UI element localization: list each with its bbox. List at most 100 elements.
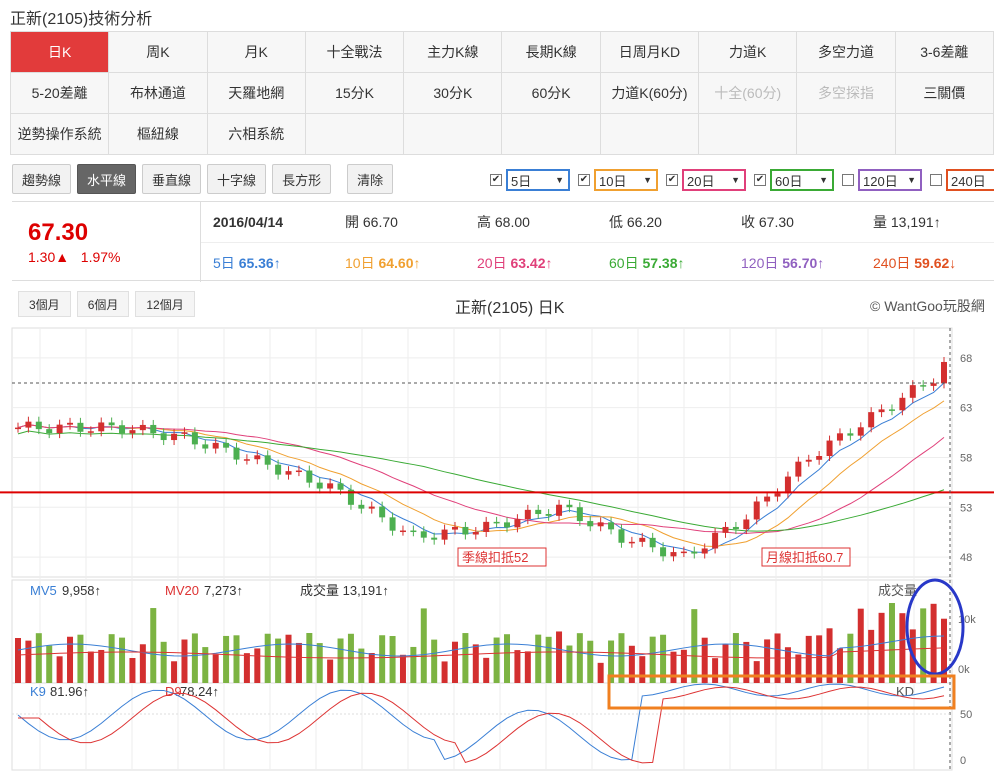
volume-bar [504, 634, 511, 683]
volume-bar [15, 638, 21, 683]
tool-button-0[interactable]: 趨勢線 [12, 164, 72, 194]
tab-1-9[interactable]: 三關價 [895, 73, 994, 114]
volume-bar [275, 638, 282, 683]
ma-period-select[interactable]: 10日 ▼ [594, 169, 658, 191]
tab-1-1[interactable]: 布林通道 [109, 73, 208, 114]
ma-period-label: 60日 [775, 173, 803, 189]
ma-checkbox[interactable]: ✔ [666, 174, 678, 186]
candle [306, 470, 313, 483]
candle [795, 461, 802, 477]
chevron-down-icon: ▼ [643, 175, 652, 185]
tab-2-1[interactable]: 樞紐線 [109, 114, 208, 155]
tab-0-9[interactable]: 3-6差離 [895, 32, 994, 73]
volume-bar [285, 634, 292, 683]
tab-1-2[interactable]: 天羅地網 [207, 73, 306, 114]
tab-0-4[interactable]: 主力K線 [404, 32, 503, 73]
chevron-down-icon: ▼ [555, 175, 564, 185]
tab-1-4[interactable]: 30分K [404, 73, 503, 114]
volume-bar [441, 661, 448, 683]
mv5-value: 9,958↑ [62, 583, 101, 598]
quote-ohlc-row: 2016/04/14 開 66.70 高 68.00 低 66.20 收 67.… [201, 202, 994, 242]
candle [451, 526, 458, 530]
tab-1-7[interactable]: 十全(60分) [699, 73, 798, 114]
candle [941, 361, 947, 384]
ma-period-select[interactable]: 60日 ▼ [770, 169, 834, 191]
tab-0-6[interactable]: 日周月KD [600, 32, 700, 73]
volume-bar [35, 633, 42, 683]
tool-button-3[interactable]: 十字線 [207, 164, 267, 194]
tool-button-2[interactable]: 垂直線 [142, 164, 202, 194]
candle [160, 433, 167, 441]
quote-low: 低 66.20 [609, 214, 662, 230]
volume-bar [181, 639, 188, 683]
ma-checkbox[interactable]: ✔ [754, 174, 766, 186]
tab-0-0[interactable]: 日K [11, 32, 110, 73]
tab-1-3[interactable]: 15分K [305, 73, 405, 114]
tool-button-1[interactable]: 水平線 [77, 164, 137, 194]
candle [379, 506, 386, 518]
candle [628, 541, 635, 544]
chart-title: 正新(2105) 日K [455, 300, 565, 317]
volume-bar [160, 641, 167, 683]
tab-1-0[interactable]: 5-20差離 [11, 73, 110, 114]
range-button[interactable]: 12個月 [135, 291, 195, 317]
tab-0-3[interactable]: 十全戰法 [305, 32, 405, 73]
tab-0-2[interactable]: 月K [207, 32, 306, 73]
tab-0-1[interactable]: 周K [109, 32, 208, 73]
tab-1-8[interactable]: 多空探指 [797, 73, 896, 114]
tab-0-7[interactable]: 力道K [699, 32, 798, 73]
tool-button-5[interactable]: 清除 [347, 164, 394, 194]
volume-bar [67, 636, 74, 683]
price-tick-label: 63 [960, 403, 972, 415]
volume-bar [98, 649, 105, 683]
volume-bar [920, 608, 927, 683]
tab-2-2[interactable]: 六相系統 [207, 114, 306, 155]
volume-bar [233, 635, 240, 683]
candle [722, 526, 729, 533]
range-buttons: 3個月 6個月 12個月 [18, 291, 195, 317]
candle [784, 476, 791, 494]
ma-checkbox[interactable] [842, 174, 854, 186]
annotation-label: 月線扣抵60.7 [766, 550, 843, 565]
volume-bar [254, 648, 261, 683]
ma-checkbox[interactable] [930, 174, 942, 186]
tool-button-4[interactable]: 長方形 [272, 164, 332, 194]
mv20-label: MV20 [165, 583, 199, 598]
tab-2-0[interactable]: 逆勢操作系統 [11, 114, 110, 155]
candle [108, 422, 115, 426]
volume-bar [451, 641, 458, 683]
volume-bar [732, 633, 739, 683]
ma-period-select[interactable]: 20日 ▼ [682, 169, 746, 191]
tab-0-5[interactable]: 長期K線 [502, 32, 601, 73]
volume-bar [514, 650, 521, 683]
candle [701, 548, 708, 554]
volume-bar [139, 644, 146, 683]
range-button[interactable]: 3個月 [18, 291, 71, 317]
copyright: © WantGoo玩股網 [870, 298, 985, 314]
candle [909, 385, 916, 398]
ma-checkbox[interactable]: ✔ [490, 174, 502, 186]
volume-bar [420, 608, 427, 683]
ma-period-select[interactable]: 240日▼ [946, 169, 994, 191]
candle [202, 444, 209, 449]
volume-bar [87, 651, 94, 683]
candle [836, 433, 843, 441]
candle [56, 424, 63, 434]
tab-1-5[interactable]: 60分K [502, 73, 601, 114]
ma-select-item: ✔ 5日 ▼ [490, 169, 570, 191]
ma-checkbox[interactable]: ✔ [578, 174, 590, 186]
volume-bar [462, 633, 469, 683]
volume-bar [108, 634, 115, 683]
tab-0-8[interactable]: 多空力道 [797, 32, 896, 73]
volume-bar [25, 640, 32, 683]
ma-period-select[interactable]: 5日 ▼ [506, 169, 570, 191]
volume-bar [743, 641, 750, 683]
ma-period-select[interactable]: 120日 ▼ [858, 169, 922, 191]
candle [119, 425, 126, 434]
tab-1-6[interactable]: 力道K(60分) [600, 73, 700, 114]
candle [535, 509, 542, 515]
candle [504, 522, 511, 528]
candle [67, 422, 74, 425]
range-button[interactable]: 6個月 [76, 291, 130, 317]
